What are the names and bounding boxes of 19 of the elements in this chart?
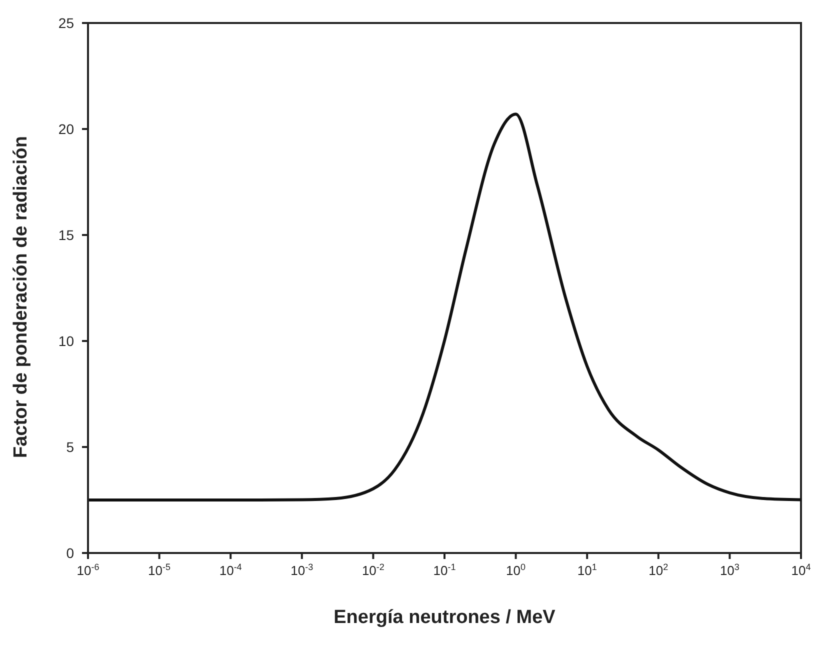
x-tick-label: 10$^{-6}$ <box>76 562 100 578</box>
x-tick-label: 10$^{-1}$ <box>433 562 456 578</box>
y-axis-title: Factor de ponderación de radiación <box>10 136 32 458</box>
y-tick-label: 20 <box>58 121 74 137</box>
x-tick-label: 10$^{4}$ <box>791 562 811 578</box>
x-tick-label: 10$^{-3}$ <box>290 562 314 578</box>
y-tick-label: 10 <box>58 333 74 349</box>
x-tick-label: 10$^{-4}$ <box>219 562 242 578</box>
x-tick-label: 10$^{1}$ <box>577 562 597 578</box>
y-tick-label: 0 <box>66 545 74 561</box>
x-tick-label: 10$^{0}$ <box>506 562 526 578</box>
x-tick-label: 10$^{2}$ <box>648 562 668 578</box>
y-tick-label: 15 <box>58 227 74 243</box>
y-tick-label: 5 <box>66 439 74 455</box>
x-tick-label: 10$^{-5}$ <box>148 562 171 578</box>
y-tick-label: 25 <box>58 15 74 31</box>
x-axis-title: Energía neutrones / MeV <box>334 607 556 628</box>
x-tick-label: 10$^{3}$ <box>720 562 740 578</box>
x-tick-label: 10$^{-2}$ <box>362 562 384 578</box>
